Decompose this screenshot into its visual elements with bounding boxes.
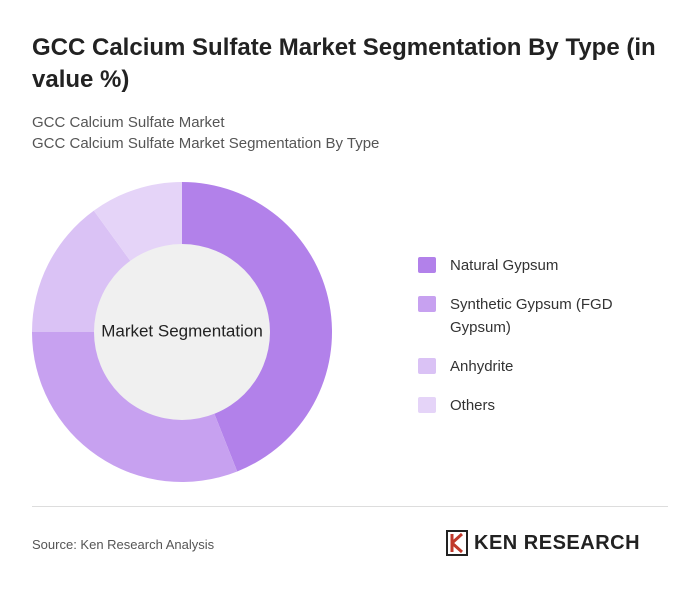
subtitle: GCC Calcium Sulfate Market Segmentation … — [32, 135, 380, 152]
legend-label: Synthetic Gypsum (FGD Gypsum) — [450, 296, 613, 336]
logo-text: KEN RESEARCH — [474, 531, 641, 554]
source: Source: Ken Research Analysis — [32, 537, 215, 552]
legend-label: Anhydrite — [450, 358, 514, 375]
legend-item: Others — [418, 394, 658, 417]
legend-swatch — [418, 397, 436, 413]
divider — [32, 506, 668, 507]
legend-swatch — [418, 296, 436, 312]
logo-icon — [446, 530, 468, 556]
logo: KEN RESEARCH — [446, 530, 640, 556]
legend-item: Synthetic Gypsum (FGD Gypsum) — [418, 293, 658, 339]
legend: Natural Gypsum Synthetic Gypsum (FGD Gyps… — [418, 254, 658, 433]
legend-item: Anhydrite — [418, 355, 658, 378]
center-label: Market Segmentation — [101, 321, 263, 340]
chart-title: GCC Calcium Sulfate Market Segmentation … — [32, 34, 656, 93]
legend-swatch — [418, 358, 436, 374]
legend-label: Others — [450, 397, 496, 414]
legend-label: Natural Gypsum — [450, 257, 559, 274]
donut-chart: Market Segmentation — [32, 182, 332, 482]
legend-item: Natural Gypsum — [418, 254, 658, 277]
subtitle: GCC Calcium Sulfate Market — [32, 114, 225, 131]
legend-swatch — [418, 257, 436, 273]
donut-hole — [94, 244, 270, 420]
